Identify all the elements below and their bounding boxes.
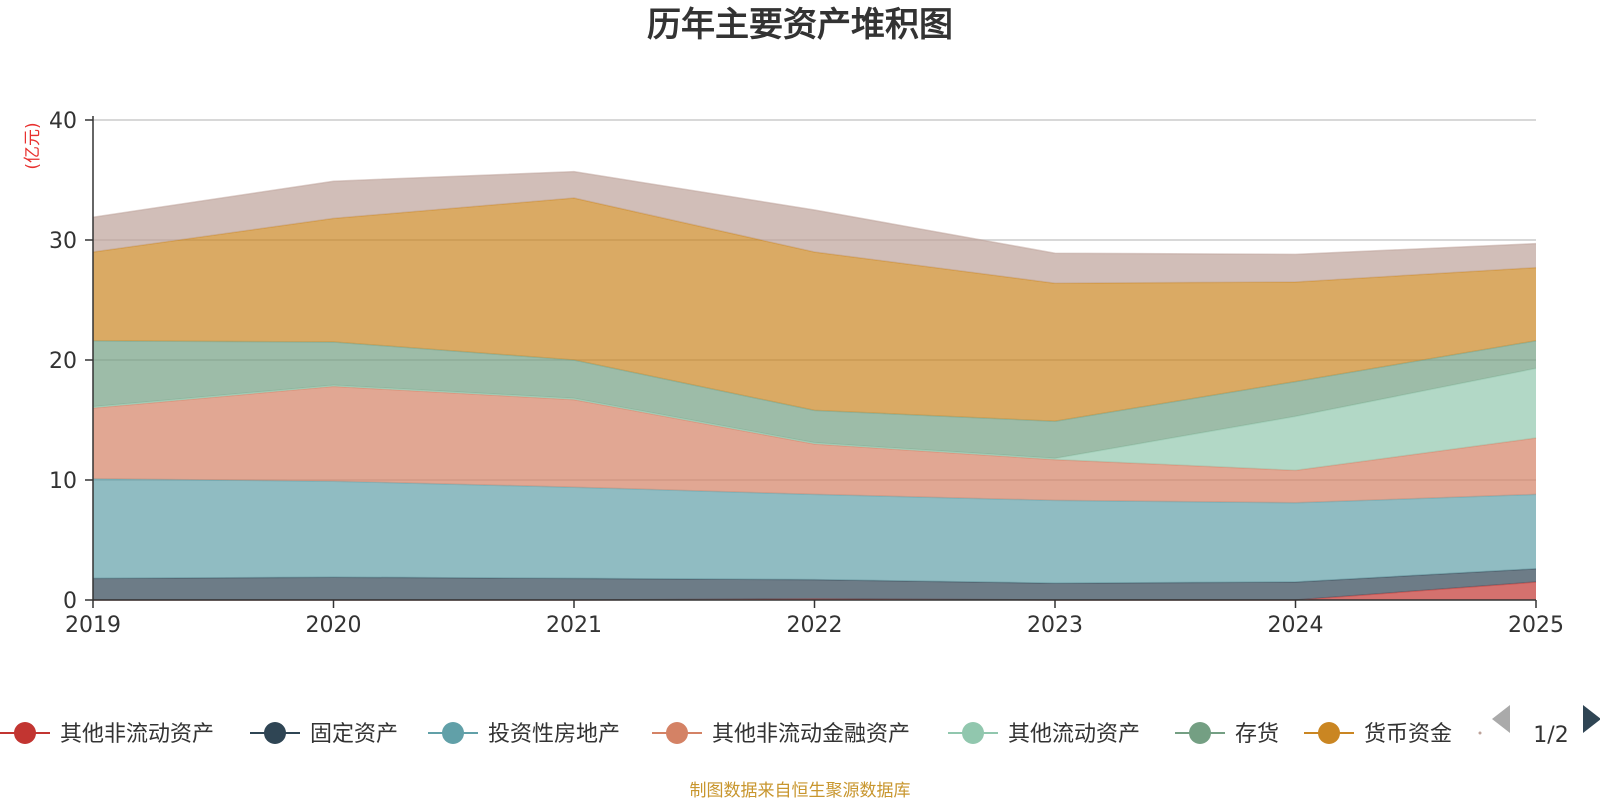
- y-axis-ticks: 0 10 20 30 40: [49, 109, 93, 614]
- legend-overflow-dot: [1478, 731, 1482, 735]
- legend-marker-1: [264, 722, 286, 744]
- area-series-line-7: [92, 170, 1537, 256]
- x-axis-ticks: 2019 2020 2021 2022 2023 2024 2025: [65, 600, 1564, 638]
- x-tick-label-2019: 2019: [65, 613, 121, 638]
- data-source-note: 制图数据来自恒生聚源数据库: [690, 781, 911, 800]
- legend-marker-3: [666, 722, 688, 744]
- x-tick-label-2021: 2021: [546, 613, 602, 638]
- x-tick-label-2022: 2022: [787, 613, 843, 638]
- legend-prev-page-button[interactable]: [1492, 705, 1510, 733]
- area-series-4[interactable]: [93, 368, 1536, 471]
- x-tick-label-2024: 2024: [1268, 613, 1324, 638]
- legend-label-4: 其他流动资产: [1008, 722, 1140, 747]
- x-tick-label-2020: 2020: [306, 613, 362, 638]
- area-series-0[interactable]: [93, 582, 1536, 600]
- legend-item-0[interactable]: 其他非流动资产: [0, 722, 214, 747]
- area-series-group: [92, 170, 1537, 601]
- legend-marker-5: [1189, 722, 1211, 744]
- legend-item-5[interactable]: 存货: [1175, 722, 1279, 747]
- y-tick-label-10: 10: [49, 469, 77, 494]
- area-series-6[interactable]: [93, 198, 1536, 422]
- legend-label-0: 其他非流动资产: [60, 722, 214, 747]
- y-tick-label-30: 30: [49, 229, 77, 254]
- legend-next-page-button[interactable]: [1583, 705, 1600, 733]
- legend: 其他非流动资产 固定资产 投资性房地产 其他非流动金融资产 其他流动资产 存货 货币资金: [0, 722, 1482, 747]
- y-axis-unit-label: (亿元): [23, 122, 43, 169]
- legend-label-5: 存货: [1235, 722, 1279, 747]
- area-series-7[interactable]: [93, 171, 1536, 284]
- legend-marker-4: [962, 722, 984, 744]
- chart-title: 历年主要资产堆积图: [647, 5, 953, 45]
- legend-label-2: 投资性房地产: [488, 722, 620, 747]
- legend-pager: 1/2: [1492, 705, 1600, 748]
- legend-item-3[interactable]: 其他非流动金融资产: [652, 722, 910, 747]
- area-series-1[interactable]: [93, 568, 1536, 600]
- y-tick-label-40: 40: [49, 109, 77, 134]
- x-tick-label-2025: 2025: [1508, 613, 1564, 638]
- legend-label-1: 固定资产: [310, 722, 398, 747]
- legend-marker-0: [14, 722, 36, 744]
- area-series-2[interactable]: [93, 478, 1536, 584]
- legend-item-6[interactable]: 货币资金: [1304, 722, 1452, 747]
- legend-marker-6: [1318, 722, 1340, 744]
- legend-item-1[interactable]: 固定资产: [250, 722, 398, 747]
- legend-label-3: 其他非流动金融资产: [712, 722, 910, 747]
- y-tick-label-20: 20: [49, 349, 77, 374]
- y-tick-label-0: 0: [63, 589, 77, 614]
- area-series-5[interactable]: [93, 340, 1536, 459]
- legend-marker-2: [442, 722, 464, 744]
- x-tick-label-2023: 2023: [1027, 613, 1083, 638]
- legend-item-4[interactable]: 其他流动资产: [948, 722, 1140, 747]
- legend-label-6: 货币资金: [1364, 722, 1452, 747]
- legend-item-2[interactable]: 投资性房地产: [428, 722, 620, 747]
- legend-page-indicator: 1/2: [1533, 723, 1568, 748]
